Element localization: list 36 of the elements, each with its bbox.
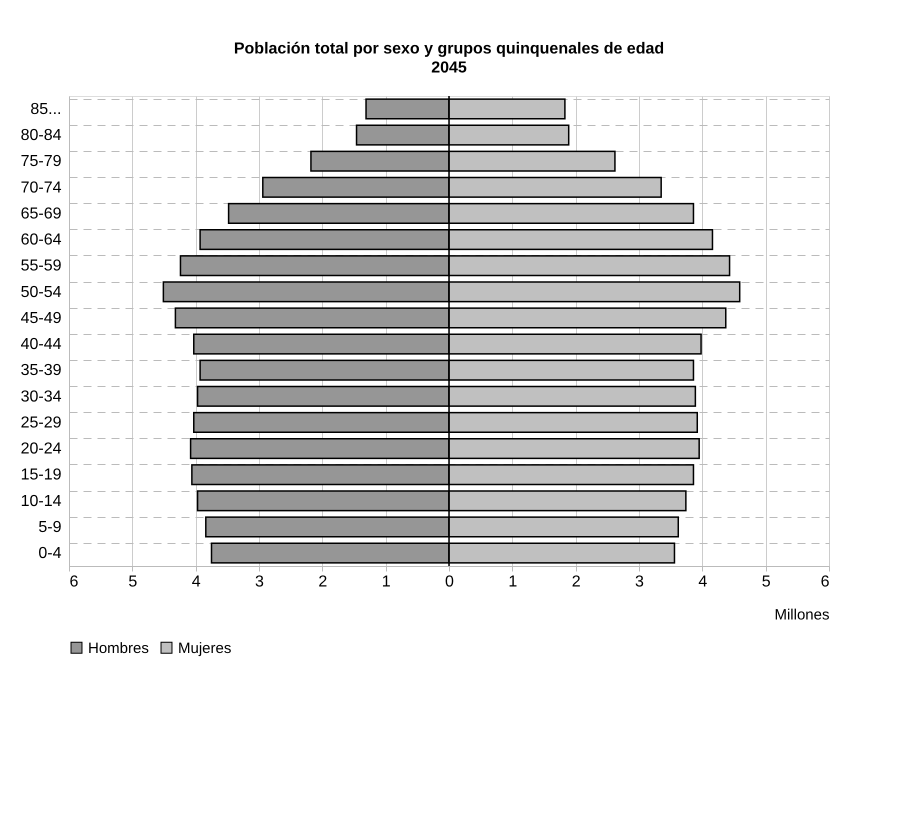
x-tick-label: 4	[192, 574, 201, 590]
y-tick-label: 15-19	[20, 466, 62, 484]
chart-title: Población total por sexo y grupos quinquenales de edad	[234, 40, 664, 58]
x-tick-label: 6	[70, 574, 78, 590]
chart-subtitle: 2045	[431, 59, 467, 76]
y-tick-label: 35-39	[20, 362, 62, 380]
x-tick-label: 1	[382, 574, 391, 590]
y-tick-label: 70-74	[20, 179, 62, 196]
y-tick-label: 65-69	[20, 205, 62, 222]
y-tick-label: 45-49	[20, 310, 62, 327]
y-tick-label: 60-64	[20, 232, 62, 249]
x-tick-label: 0	[445, 574, 454, 590]
legend-label: Mujeres	[178, 640, 232, 657]
y-tick-label: 75-79	[20, 153, 62, 170]
x-tick-label: 4	[698, 574, 708, 590]
x-tick-label: 1	[508, 574, 518, 590]
legend-label: Hombres	[88, 640, 149, 657]
y-tick-label: 40-44	[20, 336, 62, 354]
y-tick-label: 0-4	[38, 545, 62, 562]
x-tick-label: 2	[318, 574, 328, 590]
y-tick-label: 20-24	[20, 440, 62, 458]
y-tick-label: 85...	[30, 100, 62, 118]
x-tick-label: 2	[572, 574, 581, 590]
y-tick-label: 5-9	[38, 518, 62, 536]
y-tick-label: 25-29	[20, 414, 62, 432]
y-tick-label: 80-84	[20, 127, 62, 144]
x-tick-label: 3	[255, 574, 264, 590]
y-tick-label: 50-54	[20, 284, 62, 301]
x-tick-label: 3	[635, 574, 644, 590]
x-tick-label: 5	[762, 574, 771, 590]
y-tick-label: 30-34	[20, 388, 62, 406]
y-tick-label: 55-59	[20, 258, 62, 275]
x-tick-label: 6	[820, 574, 830, 590]
y-tick-label: 10-14	[20, 492, 62, 510]
x-axis-title: Millones	[774, 606, 830, 624]
x-tick-label: 5	[128, 574, 138, 590]
